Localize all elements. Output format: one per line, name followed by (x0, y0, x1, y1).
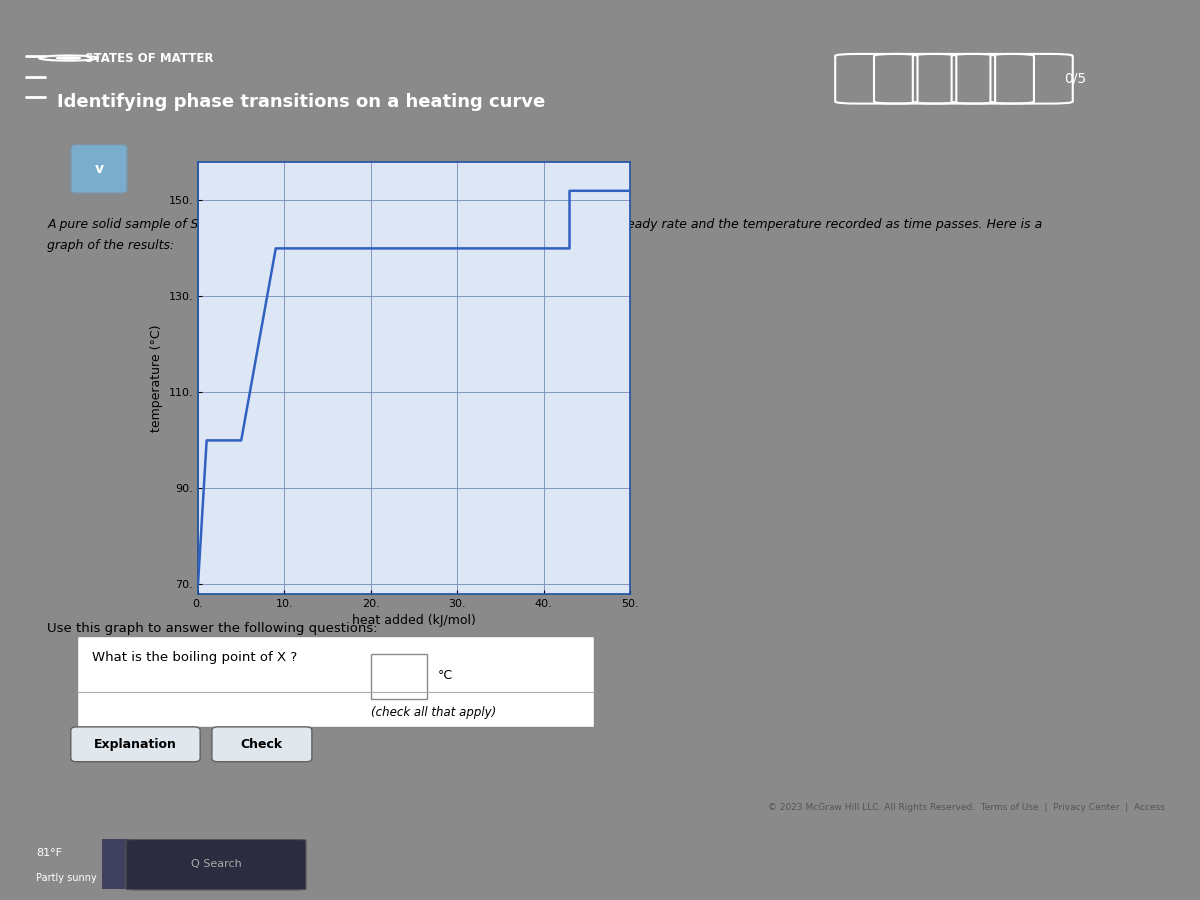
Circle shape (56, 57, 80, 59)
FancyBboxPatch shape (126, 840, 306, 890)
Bar (102, 839, 132, 889)
Text: What is the boiling point of X ?: What is the boiling point of X ? (92, 651, 298, 663)
X-axis label: heat added (kJ/mol): heat added (kJ/mol) (352, 615, 476, 627)
Text: STATES OF MATTER: STATES OF MATTER (85, 51, 214, 65)
Text: Partly sunny: Partly sunny (36, 873, 97, 884)
Y-axis label: temperature (°C): temperature (°C) (150, 324, 163, 432)
Text: (check all that apply): (check all that apply) (371, 706, 496, 719)
Text: graph of the results:: graph of the results: (47, 238, 174, 252)
FancyBboxPatch shape (212, 727, 312, 761)
Text: Q Search: Q Search (191, 859, 241, 869)
Text: Use this graph to answer the following questions:: Use this graph to answer the following q… (47, 622, 378, 635)
FancyBboxPatch shape (71, 727, 200, 761)
Text: Identifying phase transitions on a heating curve: Identifying phase transitions on a heati… (56, 93, 545, 111)
FancyBboxPatch shape (71, 145, 127, 194)
Text: Explanation: Explanation (94, 738, 176, 751)
Text: 81°F: 81°F (36, 848, 62, 859)
Text: v: v (95, 162, 103, 176)
Text: °C: °C (438, 670, 452, 682)
Text: Check: Check (241, 738, 283, 751)
FancyBboxPatch shape (371, 653, 427, 699)
Text: A pure solid sample of Substance X is put into an evacuated flask. The flask is : A pure solid sample of Substance X is pu… (47, 218, 1043, 230)
Text: 0/5: 0/5 (1064, 72, 1087, 86)
Text: © 2023 McGraw Hill LLC. All Rights Reserved.  Terms of Use  |  Privacy Center  |: © 2023 McGraw Hill LLC. All Rights Reser… (768, 803, 1164, 812)
FancyBboxPatch shape (77, 636, 594, 727)
